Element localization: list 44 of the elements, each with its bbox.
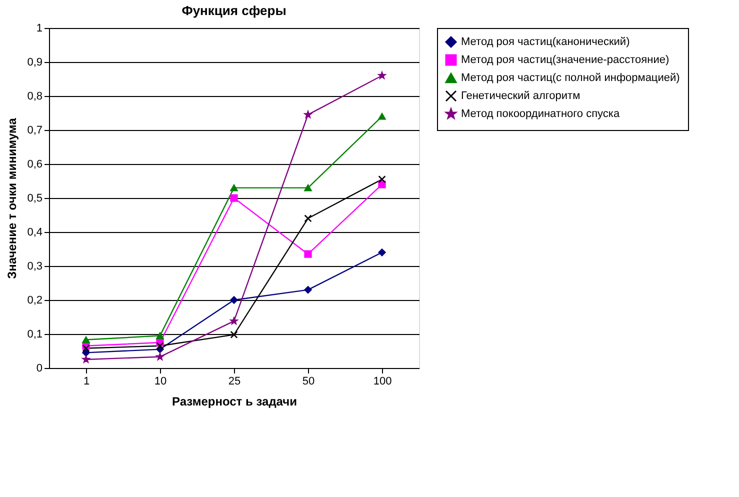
point bbox=[230, 317, 238, 324]
y-tick-label: 0,6 bbox=[27, 158, 42, 170]
y-tick-label: 0,4 bbox=[27, 226, 42, 238]
point bbox=[378, 72, 386, 79]
point bbox=[82, 344, 90, 352]
point bbox=[230, 184, 238, 192]
y-axis-title: Значение т очки минимума bbox=[5, 118, 20, 279]
point bbox=[82, 336, 90, 344]
point bbox=[156, 332, 164, 340]
point bbox=[378, 175, 386, 184]
y-tick-label: 0,2 bbox=[27, 294, 42, 306]
y-tick-label: 0 bbox=[36, 362, 42, 374]
y-tick-label: 0,9 bbox=[27, 56, 42, 68]
point bbox=[304, 184, 312, 192]
point bbox=[156, 352, 164, 360]
y-tick-label: 0,3 bbox=[27, 260, 42, 272]
point bbox=[304, 110, 312, 118]
x-tick-label: 100 bbox=[373, 376, 392, 388]
x-tick-label: 50 bbox=[302, 376, 315, 388]
x-axis-title: Размерност ь задачи bbox=[172, 394, 298, 408]
point bbox=[230, 296, 238, 304]
y-tick-label: 0,5 bbox=[27, 192, 42, 204]
y-tick-label: 1 bbox=[36, 22, 42, 34]
point bbox=[378, 248, 386, 256]
legend-label: Метод роя частиц(канонический) bbox=[461, 36, 630, 48]
point bbox=[230, 194, 238, 202]
legend-label: Метод покоординатного спуска bbox=[461, 108, 620, 120]
y-tick-label: 0,7 bbox=[27, 124, 42, 136]
point bbox=[378, 113, 386, 120]
point bbox=[304, 250, 312, 258]
x-tick-label: 1 bbox=[83, 376, 90, 388]
x-tick-label: 25 bbox=[228, 376, 241, 388]
point bbox=[304, 214, 312, 222]
legend-label: Генетический алгоритм bbox=[461, 90, 580, 102]
point bbox=[230, 330, 238, 338]
point bbox=[82, 356, 90, 363]
point bbox=[304, 286, 312, 294]
y-tick-label: 0,8 bbox=[27, 90, 42, 102]
point bbox=[156, 342, 164, 350]
legend-label: Метод роя частиц(с полной информацией) bbox=[461, 72, 680, 84]
x-tick-label: 10 bbox=[154, 376, 167, 388]
chart-title: Функция сферы bbox=[182, 3, 286, 18]
legend-label: Метод роя частиц(значение-расстояние) bbox=[461, 54, 670, 66]
y-tick-label: 0,1 bbox=[27, 328, 42, 340]
